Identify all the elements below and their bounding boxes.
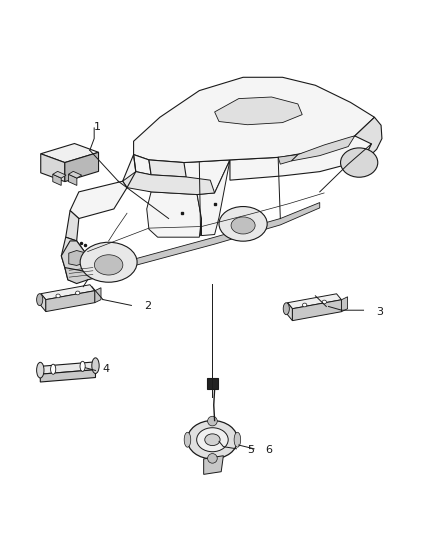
Text: 3: 3 [377,307,384,317]
Bar [207,378,218,389]
Ellipse shape [322,300,326,304]
Ellipse shape [205,434,220,446]
Polygon shape [278,155,298,164]
Polygon shape [215,97,302,125]
Text: 5: 5 [247,446,254,455]
Polygon shape [149,160,186,177]
Polygon shape [134,155,151,175]
Polygon shape [293,300,342,321]
Polygon shape [61,237,88,273]
Ellipse shape [187,421,237,459]
Polygon shape [204,456,223,474]
Polygon shape [95,288,101,303]
Polygon shape [68,174,77,185]
Polygon shape [68,172,81,178]
Ellipse shape [51,364,56,374]
Polygon shape [287,303,293,321]
Ellipse shape [56,294,60,298]
Polygon shape [70,181,127,219]
Polygon shape [291,136,355,161]
Ellipse shape [92,358,99,374]
Polygon shape [53,174,61,185]
Ellipse shape [76,291,80,295]
Ellipse shape [37,294,43,305]
Polygon shape [342,297,348,312]
Text: 1: 1 [94,122,101,132]
Polygon shape [197,160,230,236]
Ellipse shape [80,242,137,282]
Polygon shape [66,211,79,241]
Ellipse shape [208,416,217,426]
Ellipse shape [80,361,85,372]
Polygon shape [40,370,95,382]
Ellipse shape [234,432,241,447]
Polygon shape [123,155,230,195]
Polygon shape [147,192,201,237]
Polygon shape [134,77,374,163]
Text: 2: 2 [145,302,152,311]
Polygon shape [88,203,320,278]
Polygon shape [61,241,88,282]
Text: 4: 4 [103,364,110,374]
Polygon shape [40,362,95,374]
Ellipse shape [94,255,123,275]
Ellipse shape [223,212,263,239]
Polygon shape [123,172,215,195]
Ellipse shape [231,217,255,234]
Ellipse shape [219,207,267,241]
Ellipse shape [85,248,131,281]
Ellipse shape [303,303,307,307]
Ellipse shape [197,427,228,452]
Polygon shape [41,285,95,300]
Ellipse shape [283,303,290,314]
Polygon shape [41,294,46,312]
Polygon shape [41,143,99,163]
Ellipse shape [184,432,191,447]
Polygon shape [65,152,99,182]
Polygon shape [53,172,66,178]
Polygon shape [230,131,371,180]
Polygon shape [287,294,342,309]
Polygon shape [69,251,87,265]
Text: 6: 6 [265,446,272,455]
Polygon shape [46,290,95,312]
Ellipse shape [340,148,378,177]
Polygon shape [355,117,382,156]
Ellipse shape [37,362,44,378]
Polygon shape [41,154,65,182]
Ellipse shape [208,454,217,463]
Polygon shape [65,268,99,284]
